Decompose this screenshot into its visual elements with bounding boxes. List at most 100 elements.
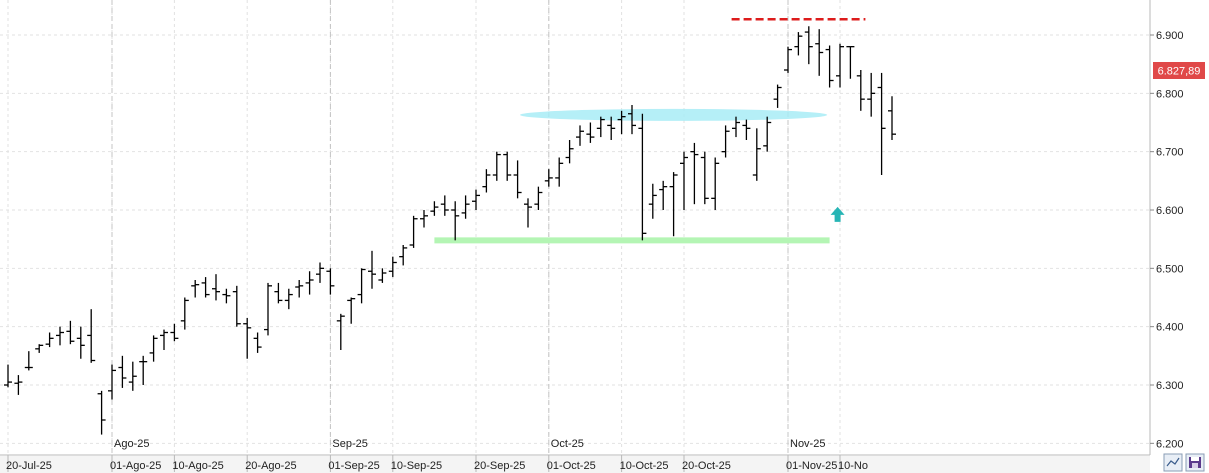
highlight-zone (520, 108, 828, 121)
ohlc-bar (773, 84, 782, 108)
ohlc-bar (482, 169, 491, 193)
ohlc-bar (274, 282, 283, 304)
ohlc-bar (108, 364, 116, 400)
ohlc-bar (617, 110, 626, 135)
x-tick-label: 01-Nov-25 (786, 460, 837, 472)
y-tick-label: 6.800 (1156, 88, 1184, 100)
ohlc-bar (721, 125, 730, 158)
annotations (434, 18, 866, 244)
ohlc-bar (357, 268, 366, 304)
ohlc-bar (815, 29, 824, 76)
ohlc-bar (87, 309, 96, 363)
corner-icons (1163, 453, 1205, 472)
ohlc-bar (451, 201, 460, 241)
ohlc-bar (524, 198, 532, 228)
ohlc-bar (856, 70, 865, 111)
ohlc-bar (409, 215, 418, 248)
ohlc-bar (742, 119, 751, 140)
month-label: Oct-25 (551, 438, 584, 450)
ohlc-bar (56, 326, 64, 346)
x-tick-label: 10-Ago-25 (172, 460, 223, 472)
ohlc-bar (4, 364, 12, 388)
ohlc-bar (867, 72, 876, 117)
zoom-icon[interactable] (1163, 453, 1183, 472)
y-tick-label: 6.600 (1156, 205, 1184, 217)
ohlc-bar (128, 361, 137, 391)
ohlc-bar (430, 201, 439, 216)
save-icon[interactable] (1185, 453, 1205, 472)
ohlc-bar (149, 335, 158, 362)
axes (0, 0, 1151, 473)
last-price-label: 6.827,89 (1158, 66, 1201, 78)
ohlc-bar (253, 332, 262, 353)
ohlc-bar (66, 320, 75, 345)
grid (0, 0, 1150, 455)
ohlc-bar (607, 116, 616, 140)
ohlc-bar (804, 26, 813, 65)
ohlc-bar (555, 157, 564, 187)
y-tick-label: 6.300 (1156, 380, 1184, 392)
x-tick-label: 10-Sep-25 (391, 460, 442, 472)
ohlc-bar (24, 351, 33, 371)
ohlc-bars (4, 26, 896, 435)
y-tick-label: 6.200 (1156, 438, 1184, 450)
x-tick-label: 20-Sep-25 (474, 460, 525, 472)
ohlc-bar (191, 280, 200, 298)
ohlc-bar (45, 332, 54, 348)
ohlc-bar (690, 142, 699, 205)
ohlc-bar (284, 288, 293, 310)
ohlc-bar (659, 180, 668, 210)
x-axis-band (0, 456, 1150, 473)
ohlc-bar (368, 250, 376, 289)
ohlc-bar (461, 195, 470, 219)
x-tick-label: 01-Ago-25 (110, 460, 161, 472)
ohlc-bar (732, 116, 740, 138)
ohlc-bar (877, 72, 886, 175)
x-tick-label: 20-Jul-25 (6, 460, 52, 472)
ohlc-bar (347, 297, 356, 324)
y-tick-label: 6.400 (1156, 322, 1184, 334)
up-arrow-icon (830, 206, 845, 222)
ohlc-bar (700, 151, 709, 205)
ohlc-bar (711, 157, 720, 210)
ohlc-bar (576, 125, 584, 146)
ohlc-bar (14, 375, 23, 395)
x-tick-label: 01-Oct-25 (547, 460, 596, 472)
last-price-tag: 6.827,89 (1153, 62, 1205, 79)
ohlc-bar (243, 317, 252, 359)
ohlc-bar (586, 122, 595, 143)
ohlc-bar (836, 43, 844, 88)
ohlc-bar (378, 268, 387, 283)
ohlc-bar (784, 46, 792, 73)
ohlc-bar (669, 172, 678, 237)
ohlc-bar (680, 151, 688, 210)
x-tick-label: 20-Ago-25 (245, 460, 296, 472)
ohlc-bar (201, 277, 210, 298)
ohlc-bar (305, 271, 314, 295)
ohlc-bar (492, 151, 501, 181)
ohlc-bar (76, 326, 85, 359)
ohlc-bar (846, 46, 855, 79)
ohlc-bar (160, 329, 168, 350)
ohlc-bar (295, 280, 304, 298)
ohlc-bar (648, 183, 657, 219)
x-tick-label: 20-Oct-25 (682, 460, 731, 472)
y-tick-label: 6.500 (1156, 263, 1184, 275)
y-tick-label: 6.700 (1156, 147, 1184, 159)
ohlc-bar (336, 313, 345, 350)
ohlc-bar (503, 151, 512, 181)
y-tick-label: 6.900 (1156, 30, 1184, 42)
ohlc-bar (232, 285, 241, 327)
month-label: Ago-25 (114, 438, 149, 450)
month-label: Nov-25 (790, 438, 825, 450)
ohlc-bar (118, 355, 127, 388)
ohlc-bar (326, 268, 335, 295)
ohlc-bar (544, 169, 553, 187)
ohlc-bar (388, 256, 397, 278)
ohlc-bar (472, 189, 480, 210)
ohlc-bar (565, 140, 574, 164)
x-tick-label: 10-Oct-25 (620, 460, 669, 472)
ohlc-bar (628, 105, 636, 135)
